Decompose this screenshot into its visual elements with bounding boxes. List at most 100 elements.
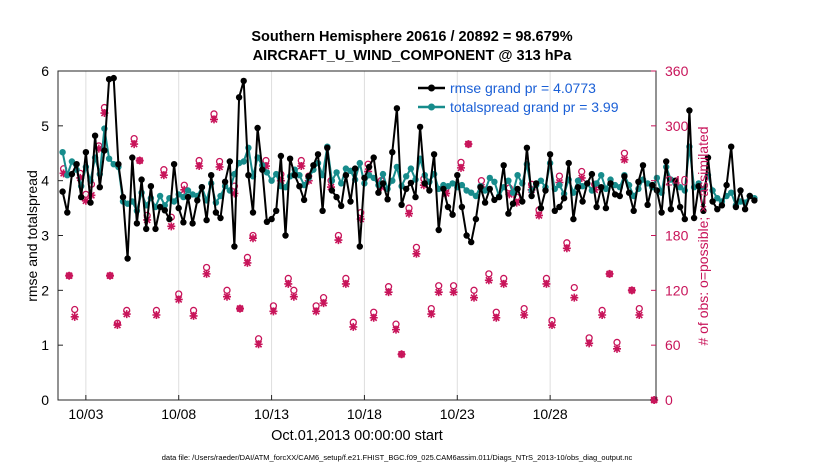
rmse-point	[198, 184, 206, 191]
obs-assimilated-marker	[215, 162, 224, 171]
rmse-point	[700, 207, 707, 214]
rmse-point	[649, 181, 656, 189]
totalspread-point	[393, 163, 401, 171]
obs-assimilated-marker	[334, 236, 343, 245]
x-tick-label: 10/23	[440, 406, 475, 422]
rmse-point	[440, 185, 447, 193]
rmse-point	[430, 151, 438, 158]
rmse-point	[226, 158, 233, 165]
y-right-tick-label: 180	[665, 228, 689, 244]
y-axis-right: 0 60 120 180 240 300 360	[651, 63, 689, 408]
rmse-point	[282, 232, 289, 239]
rmse-point	[486, 185, 493, 193]
rmse-point	[681, 215, 688, 223]
rmse-point	[663, 158, 670, 165]
obs-assimilated-marker	[620, 155, 629, 164]
rmse-point	[147, 183, 155, 190]
obs-assimilated-marker	[457, 163, 465, 172]
rmse-point	[217, 214, 224, 222]
totalspread-point	[403, 173, 410, 180]
totalspread-point	[59, 149, 66, 156]
y-right-tick-label: 360	[665, 63, 689, 79]
legend-rmse-label: rmse grand pr = 4.0773	[450, 80, 596, 96]
totalspread-point	[268, 177, 275, 184]
rmse-point	[68, 170, 76, 178]
obs-assimilated-marker	[427, 310, 436, 319]
x-axis-label: Oct.01,2013 00:00:00 start	[271, 428, 443, 444]
y-tick-label: 0	[41, 392, 49, 408]
x-axis: 10/03 10/08 10/13 10/18 10/23 10/28	[68, 395, 568, 422]
obs-assimilated-marker	[570, 293, 579, 302]
obs-assimilated-marker	[210, 115, 218, 124]
obs-assimilated-marker	[195, 162, 204, 171]
rmse-point	[175, 204, 182, 212]
rmse-point	[435, 226, 442, 234]
rmse-point	[208, 172, 215, 179]
obs-assimilated-marker	[512, 198, 521, 207]
rmse-point	[714, 206, 721, 213]
totalspread-point	[338, 180, 345, 187]
rmse-point	[152, 225, 159, 233]
rmse-point	[240, 77, 247, 85]
rmse-point	[259, 166, 266, 173]
obs-possible-marker	[71, 305, 79, 314]
obs-assimilated-marker	[243, 258, 252, 267]
obs-assimilated-marker	[174, 295, 183, 304]
rmse-point	[231, 243, 238, 250]
rmse-point	[379, 180, 387, 187]
rmse-point	[356, 243, 363, 250]
totalspread-point	[110, 161, 117, 168]
rmse-point	[333, 193, 340, 201]
obs-assimilated-marker	[59, 169, 68, 178]
rmse-point	[639, 162, 647, 169]
rmse-point	[690, 214, 698, 222]
y-tick-label: 5	[41, 118, 49, 134]
rmse-point	[203, 216, 210, 224]
rmse-point	[546, 151, 554, 158]
obs-assimilated-marker	[135, 156, 144, 165]
rmse-point	[491, 196, 498, 204]
obs-assimilated-marker	[542, 279, 551, 288]
obs-possible-marker	[470, 286, 478, 294]
rmse-point	[556, 203, 563, 211]
rmse-point	[328, 187, 336, 194]
rmse-point	[389, 149, 396, 156]
rmse-point	[704, 154, 712, 161]
obs-assimilated-marker	[81, 196, 90, 205]
rmse-point	[375, 189, 382, 196]
totalspread-point	[505, 177, 512, 184]
rmse-point	[249, 209, 257, 216]
rmse-point	[133, 220, 141, 227]
obs-assimilated-marker	[262, 162, 270, 171]
obs-assimilated-marker	[254, 340, 263, 349]
rmse-point	[607, 180, 614, 187]
rmse-point	[305, 173, 312, 180]
rmse-point	[138, 176, 145, 183]
y-right-tick-label: 120	[665, 282, 689, 298]
rmse-point	[602, 204, 610, 212]
obs-assimilated-marker	[412, 249, 421, 258]
totalspread-point	[240, 158, 247, 165]
rmse-point	[519, 198, 526, 205]
totalspread-point	[514, 172, 521, 179]
rmse-point	[695, 183, 702, 190]
obs-assimilated-marker	[449, 288, 458, 297]
x-tick-label: 10/08	[161, 406, 196, 422]
obs-assimilated-marker	[464, 140, 473, 149]
rmse-point	[495, 193, 503, 201]
x-tick-label: 10/03	[68, 406, 103, 422]
rmse-point	[584, 180, 591, 187]
totalspread-point	[180, 193, 187, 201]
rmse-point	[625, 189, 633, 196]
totalspread-point	[537, 177, 545, 184]
rmse-point	[468, 238, 475, 246]
obs-assimilated-marker	[65, 271, 74, 280]
obs-assimilated-marker	[276, 176, 285, 185]
rmse-point	[732, 203, 740, 211]
rmse-point	[166, 215, 173, 223]
obs-assimilated-marker	[269, 307, 278, 316]
obs-assimilated-marker	[122, 310, 131, 319]
totalspread-point	[598, 172, 605, 179]
obs-assimilated-marker	[397, 350, 406, 359]
